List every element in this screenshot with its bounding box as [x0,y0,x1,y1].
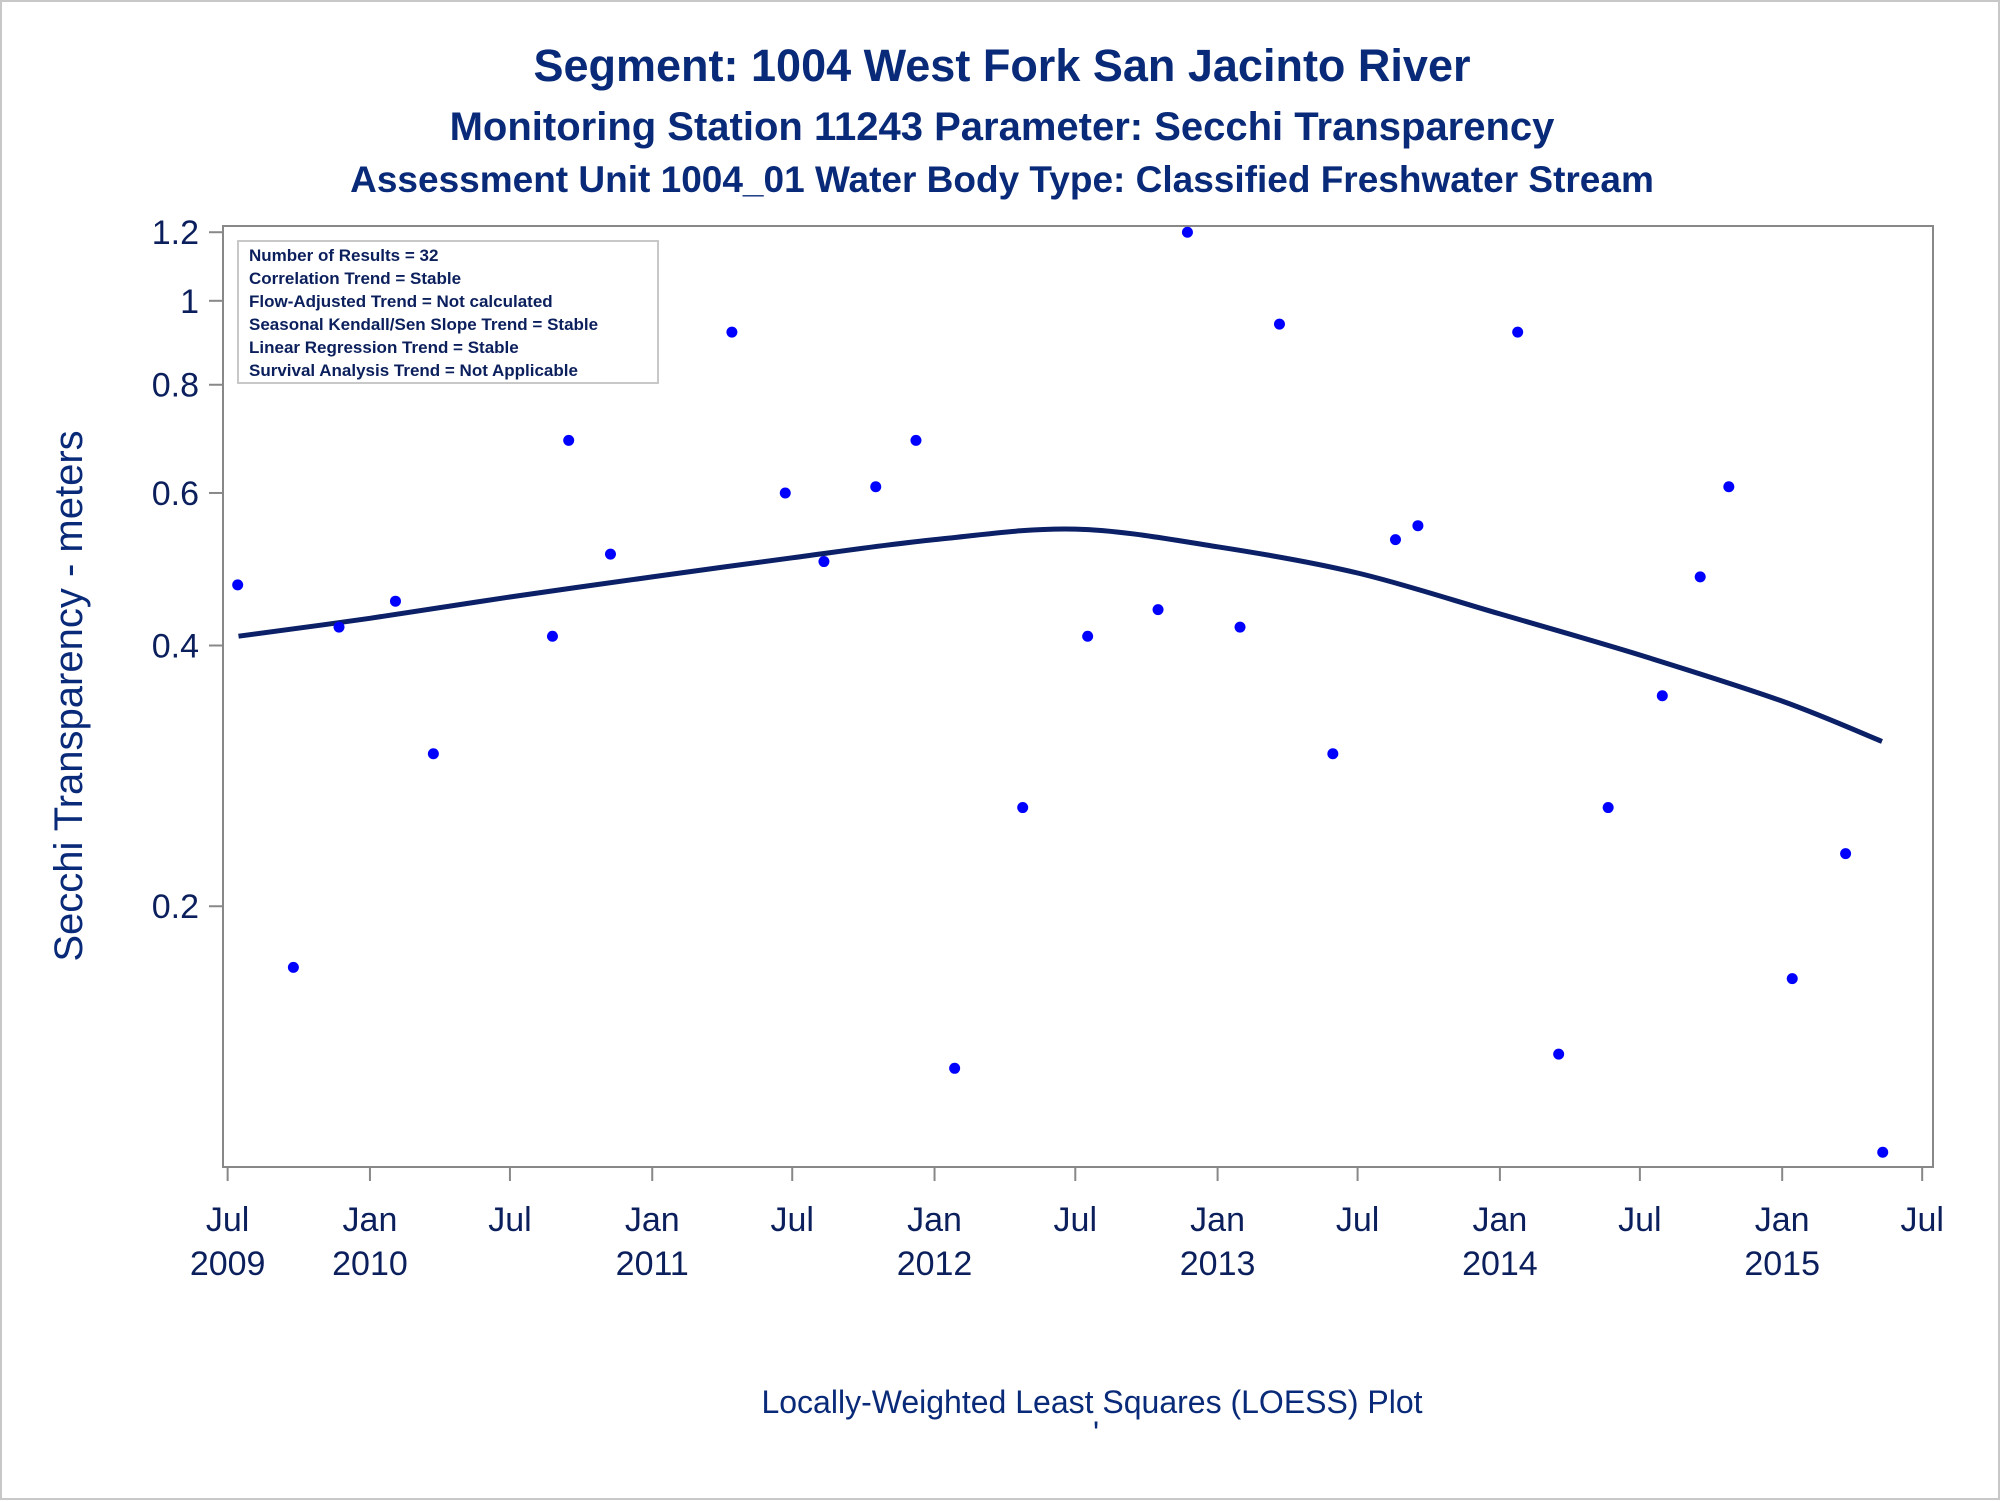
data-point [1082,630,1094,642]
data-point [546,630,558,642]
data-point [910,434,922,446]
data-point [1656,690,1668,702]
data-point [1152,604,1164,616]
x-tick-label: Jul [488,1201,531,1239]
x-tick-label: Jan [1190,1201,1245,1239]
footnote: Locally-Weighted Least Squares (LOESS) P… [761,1384,1422,1420]
data-points [232,226,1889,1158]
data-point [287,961,299,973]
x-tick-year: 2015 [1744,1245,1820,1283]
data-point [1877,1146,1889,1158]
chart-subtitle: Monitoring Station 11243 Parameter: Secc… [450,105,1556,149]
x-tick-label: Jul [1336,1201,1379,1239]
data-point [1553,1048,1565,1060]
data-point [1840,848,1852,860]
x-tick-label: Jan [625,1201,680,1239]
y-tick-label: 0.6 [152,475,199,513]
data-point [1694,571,1706,583]
data-point [1512,326,1524,338]
y-tick-label: 1.2 [152,214,199,252]
x-tick-label: Jan [1472,1201,1527,1239]
stats-line: Seasonal Kendall/Sen Slope Trend = Stabl… [249,315,598,334]
footnote-mark: ' [1093,1415,1099,1451]
stats-line: Correlation Trend = Stable [249,269,461,288]
data-point [1389,534,1401,546]
y-tick-label: 0.4 [152,627,199,665]
x-tick-year: 2012 [897,1245,973,1283]
data-point [1017,802,1029,814]
data-point [779,487,791,499]
data-point [1327,748,1339,760]
x-axis: Jul 2009 Jan 2010 Jul Jan 2011 Jul Jan 2012 Jul Jan… [190,1167,1944,1283]
data-point [1723,481,1735,493]
y-tick-label: 1 [180,283,199,321]
x-tick-label: Jan [1755,1201,1810,1239]
x-tick-year: 2011 [616,1245,689,1283]
x-tick-label: Jan [907,1201,962,1239]
data-point [427,748,439,760]
data-point [870,481,882,493]
data-point [333,621,345,633]
y-axis-label: Secchi Transparency - meters [47,430,91,961]
chart-subtitle-2: Assessment Unit 1004_01 Water Body Type:… [350,159,1654,200]
plot-area [222,225,1934,1168]
data-point [1273,318,1285,330]
x-tick-label: Jul [1054,1201,1097,1239]
x-tick-year: 2013 [1180,1245,1256,1283]
x-tick-year: 2014 [1462,1245,1538,1283]
stats-line: Linear Regression Trend = Stable [249,338,519,357]
data-point [726,326,738,338]
data-point [1181,226,1193,238]
data-point [1412,520,1424,532]
stats-line: Survival Analysis Trend = Not Applicable [249,361,578,380]
data-point [563,434,575,446]
data-point [389,595,401,607]
loess-line [238,526,1883,744]
x-tick-label: Jul [1900,1201,1943,1239]
y-axis: 0.2 0.4 0.6 0.8 1 1.2 [152,214,223,926]
x-tick-label: Jul [206,1201,249,1239]
x-tick-year: 2010 [332,1245,408,1283]
stats-line: Number of Results = 32 [249,246,438,265]
data-point [818,556,830,568]
y-tick-label: 0.8 [152,367,199,405]
data-point [1602,802,1614,814]
x-tick-label: Jul [770,1201,813,1239]
stats-line: Flow-Adjusted Trend = Not calculated [249,292,553,311]
x-tick-label: Jan [343,1201,398,1239]
y-tick-label: 0.2 [152,888,199,926]
data-point [1786,973,1798,985]
stats-box: Number of Results = 32 Correlation Trend … [237,240,659,384]
data-point [1234,621,1246,633]
x-tick-year: 2009 [190,1245,266,1283]
x-tick-label: Jul [1618,1201,1661,1239]
data-point [232,579,244,591]
chart-title: Segment: 1004 West Fork San Jacinto Rive… [533,40,1470,91]
stats-box-border [237,240,659,384]
data-point [604,548,616,560]
data-point [949,1062,961,1074]
